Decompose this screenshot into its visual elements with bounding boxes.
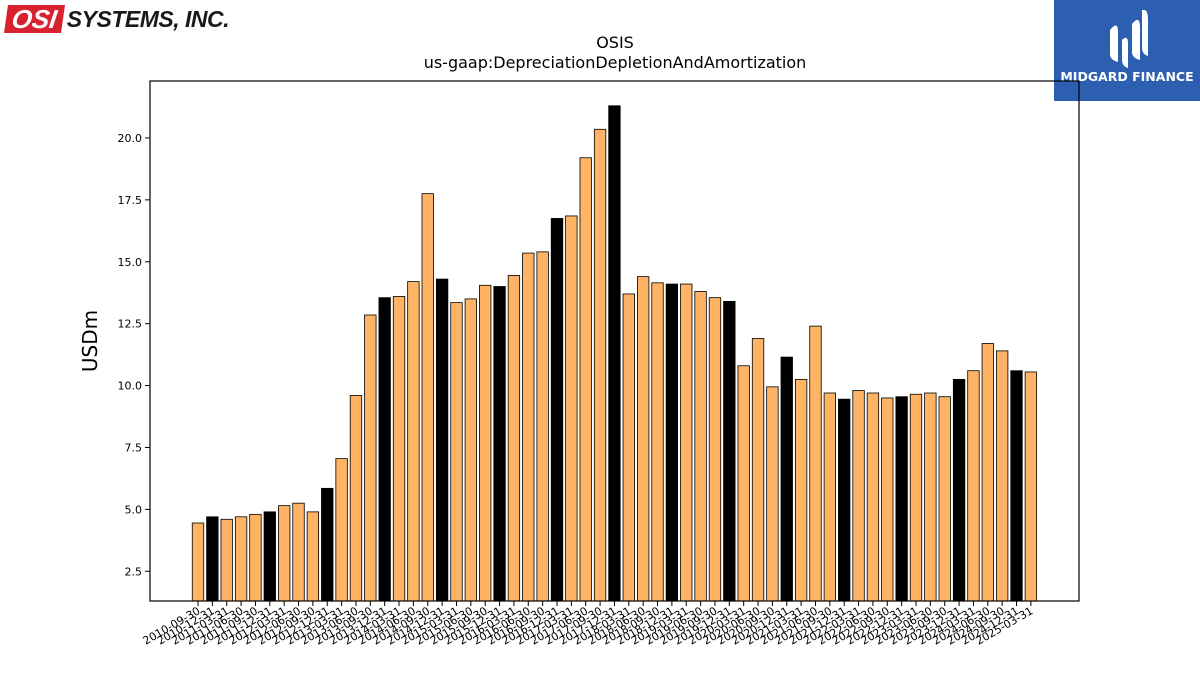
bar-2012-06-30 [292, 502, 305, 602]
midgard-logo-text: MIDGARD FINANCE [1060, 69, 1194, 84]
bar-2016-12-31 [550, 218, 564, 602]
bar-2025-03-31 [1024, 371, 1038, 602]
bar-2015-06-30 [464, 298, 477, 602]
bar-2012-12-31 [321, 487, 334, 602]
bar-2020-12-31 [780, 356, 793, 602]
bar-2020-09-30 [766, 386, 779, 602]
bar-2022-12-31 [895, 396, 908, 602]
bar-2014-06-30 [407, 281, 420, 602]
bar-2019-12-31 [723, 300, 736, 602]
chart-subtitle: us-gaap:DepreciationDepletionAndAmortiza… [424, 53, 807, 72]
bar-2017-03-31 [565, 215, 578, 602]
bar-2018-06-30 [637, 276, 650, 602]
bar-2016-09-30 [536, 251, 549, 602]
osi-systems-logo: OSI SYSTEMS, INC. [4, 4, 230, 34]
bar-2018-12-31 [665, 283, 679, 602]
bar-2014-09-30 [421, 193, 434, 602]
y-tick-label: 10.0 [118, 380, 143, 393]
bar-2020-06-30 [751, 338, 765, 602]
bar-2022-09-30 [881, 397, 894, 602]
bar-2011-03-31 [220, 518, 233, 602]
bar-2020-03-31 [737, 365, 750, 602]
bar-2023-03-31 [909, 393, 923, 602]
y-axis-label: USDm [78, 310, 102, 372]
bar-2010-09-30 [191, 522, 205, 602]
bar-2016-06-30 [522, 252, 535, 602]
bar-2013-03-31 [335, 458, 348, 602]
bar-2021-09-30 [823, 392, 836, 602]
bar-2017-09-30 [593, 128, 607, 602]
bar-2014-03-31 [392, 296, 406, 602]
bar-2022-06-30 [866, 392, 880, 602]
bar-2013-12-31 [378, 297, 391, 602]
bar-2019-09-30 [708, 297, 722, 602]
bar-2023-12-31 [952, 378, 966, 602]
x-axis: 2010-09-302010-12-312011-03-312011-06-30… [141, 601, 1035, 648]
y-tick-label: 5.0 [125, 503, 143, 516]
plot-frame [149, 80, 1080, 602]
bar-2015-12-31 [493, 286, 506, 602]
bar-2024-03-31 [967, 370, 980, 602]
y-tick-label: 12.5 [118, 318, 143, 331]
bar-2022-03-31 [852, 390, 865, 602]
bar-2011-09-30 [249, 513, 262, 602]
y-axis: 2.5 5.0 7.5 10.0 12.5 15.0 17.5 20.0 [118, 132, 150, 578]
bar-2019-03-31 [680, 283, 693, 602]
bar-2018-09-30 [651, 282, 664, 602]
bar-2013-06-30 [349, 395, 363, 602]
bar-2021-03-31 [794, 378, 808, 602]
y-tick-label: 15.0 [118, 256, 143, 269]
bar-2024-12-31 [1010, 370, 1023, 602]
y-tick-label: 7.5 [125, 441, 143, 454]
bar-2014-12-31 [435, 278, 449, 602]
y-tick-label: 17.5 [118, 194, 143, 207]
midgard-logo-icon [1110, 10, 1148, 68]
bar-2013-09-30 [364, 314, 377, 602]
bar-2012-03-31 [278, 505, 291, 602]
bar-2017-12-31 [608, 105, 621, 602]
bar-2024-09-30 [996, 350, 1009, 602]
chart-title: OSIS [596, 33, 634, 52]
bar-2023-09-30 [938, 396, 951, 602]
bar-2012-09-30 [306, 511, 320, 602]
bar-2017-06-30 [579, 157, 592, 602]
y-tick-label: 20.0 [118, 132, 143, 145]
y-tick-label: 2.5 [125, 565, 143, 578]
bar-2011-06-30 [234, 516, 248, 602]
bar-2024-06-30 [981, 343, 994, 602]
bar-2010-12-31 [206, 516, 219, 602]
bar-2021-06-30 [809, 325, 822, 602]
bar-2015-03-31 [450, 302, 463, 602]
bar-2021-12-31 [838, 398, 851, 602]
bar-2019-06-30 [694, 291, 707, 602]
bar-2023-06-30 [924, 392, 937, 602]
osi-logo-company: SYSTEMS, INC. [66, 5, 230, 32]
bars-layer [191, 105, 1038, 602]
bar-2011-12-31 [263, 511, 276, 602]
bar-2018-03-31 [622, 293, 635, 602]
bar-2015-09-30 [479, 284, 492, 602]
bar-2016-03-31 [507, 274, 521, 602]
midgard-finance-logo: MIDGARD FINANCE [1054, 0, 1200, 101]
